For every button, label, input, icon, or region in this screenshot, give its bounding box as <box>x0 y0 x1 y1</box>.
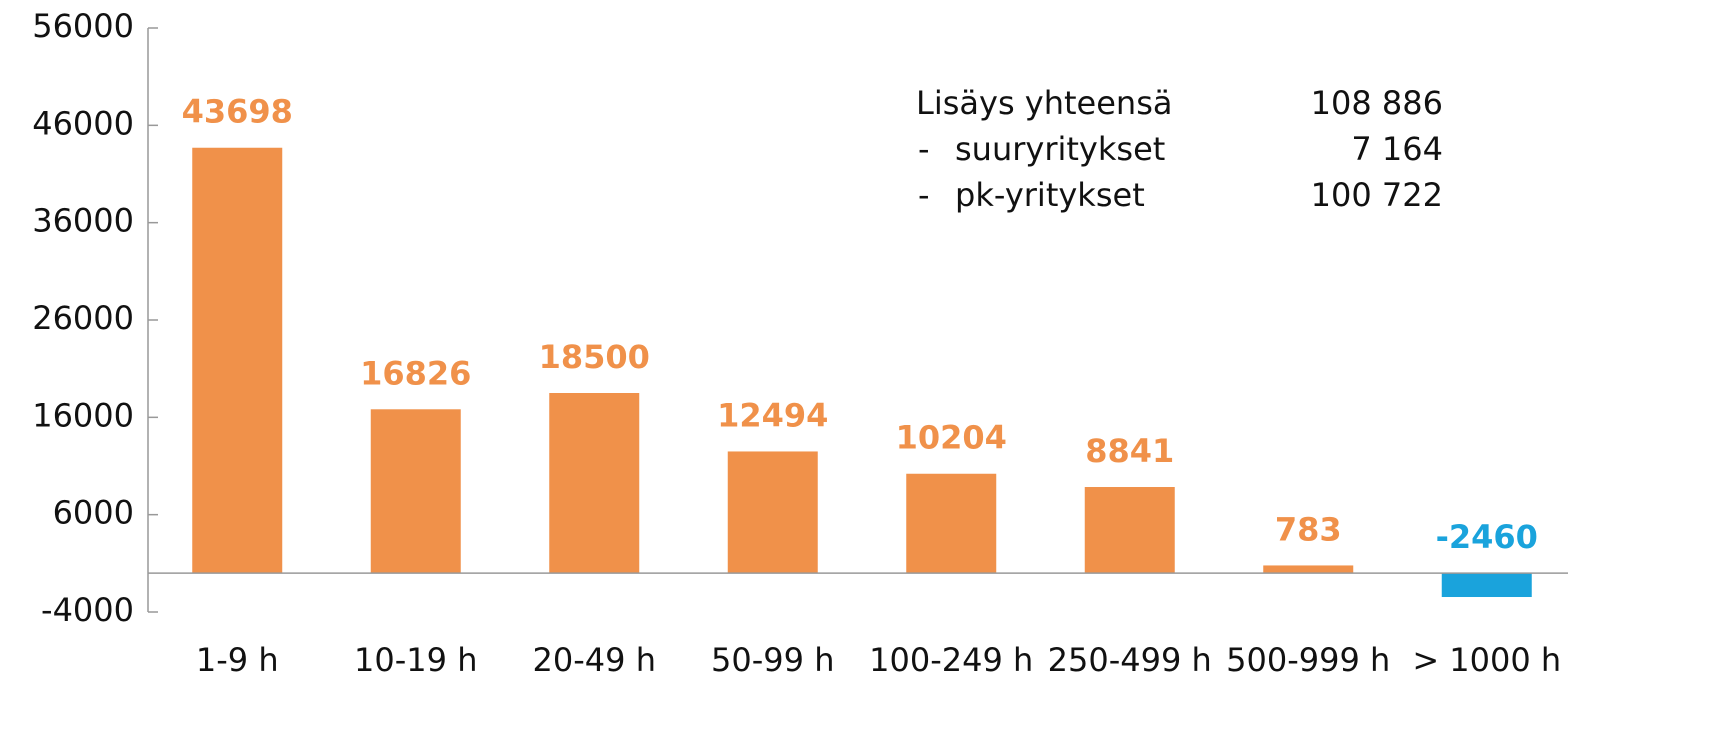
value-label: 10204 <box>896 419 1007 457</box>
annotation-label: Lisäys yhteensä <box>916 84 1172 122</box>
annotation-value: 100 722 <box>1311 176 1443 214</box>
y-tick-label: -4000 <box>41 591 134 629</box>
value-label: 12494 <box>717 396 828 434</box>
x-tick-label: 500-999 h <box>1226 641 1390 679</box>
x-tick-label: 10-19 h <box>354 641 477 679</box>
y-tick-label: 6000 <box>53 494 134 532</box>
value-label: 8841 <box>1085 432 1174 470</box>
y-tick-label: 56000 <box>32 7 134 45</box>
bar <box>1084 487 1175 574</box>
value-label: -2460 <box>1436 518 1538 556</box>
bar <box>1263 565 1354 574</box>
annotation-value: 7 164 <box>1351 130 1443 168</box>
x-tick-label: 1-9 h <box>196 641 279 679</box>
bar <box>192 147 283 574</box>
bar <box>370 409 461 574</box>
x-tick-label: 250-499 h <box>1048 641 1212 679</box>
bar <box>549 393 640 574</box>
x-tick-label: 50-99 h <box>711 641 834 679</box>
annotation-bullet: - <box>918 130 930 168</box>
y-tick-label: 16000 <box>32 396 134 434</box>
annotation-label: suuryritykset <box>955 130 1165 168</box>
bar <box>1441 573 1532 598</box>
y-tick-label: 26000 <box>32 299 134 337</box>
annotation-bullet: - <box>918 176 930 214</box>
x-tick-label: > 1000 h <box>1412 641 1561 679</box>
value-label: 18500 <box>539 338 650 376</box>
value-label: 16826 <box>360 354 471 392</box>
bar <box>906 473 997 574</box>
y-tick-label: 46000 <box>32 104 134 142</box>
y-tick-label: 36000 <box>32 202 134 240</box>
annotation-label: pk-yritykset <box>955 176 1145 214</box>
x-tick-label: 20-49 h <box>533 641 656 679</box>
value-label: 783 <box>1275 510 1342 548</box>
value-label: 43698 <box>182 93 293 131</box>
x-tick-label: 100-249 h <box>869 641 1033 679</box>
annotation-value: 108 886 <box>1311 84 1443 122</box>
bar <box>727 451 818 574</box>
